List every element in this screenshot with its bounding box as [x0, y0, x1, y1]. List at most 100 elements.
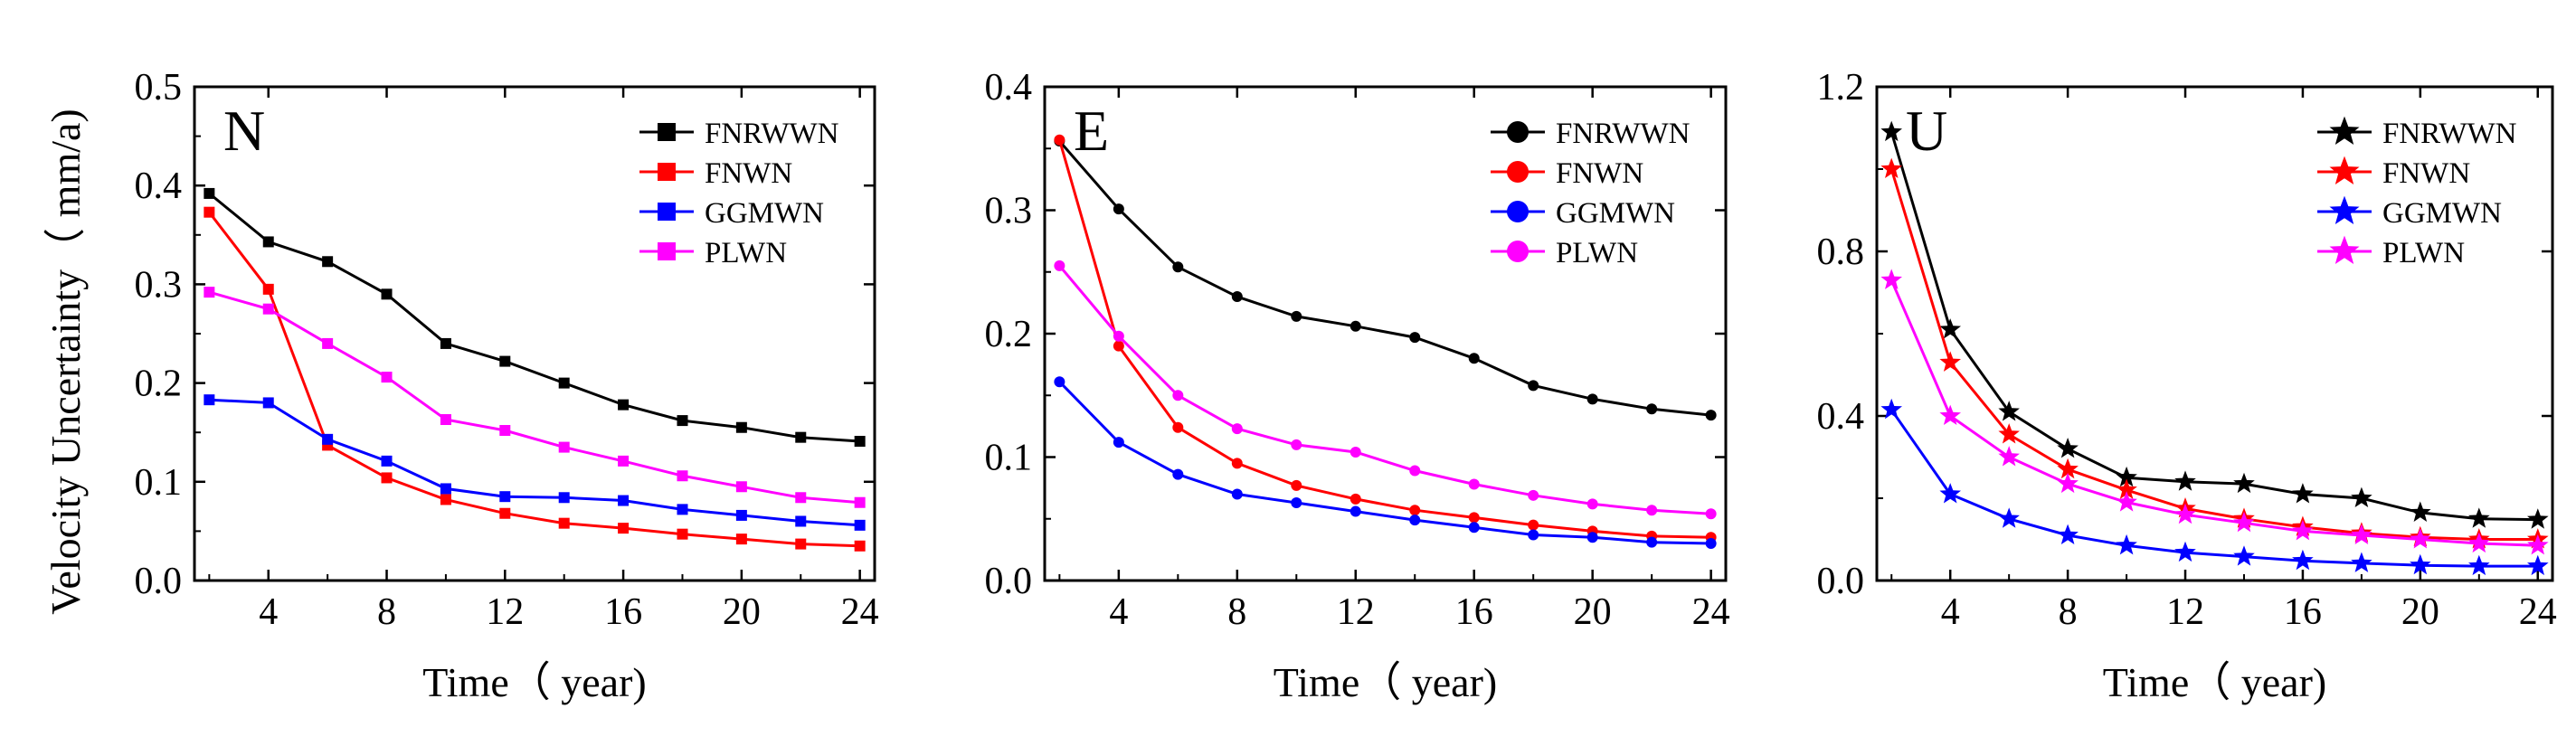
data-point: [1172, 261, 1184, 273]
data-point: [2351, 524, 2372, 544]
legend: FNRWWN FNWN GGMWN PLWN: [1491, 118, 1690, 269]
data-point: [558, 441, 570, 453]
y-tick-label: 0.0: [1817, 561, 1865, 602]
legend-marker: [1507, 241, 1529, 262]
data-point: [1172, 468, 1184, 480]
data-point: [1113, 203, 1124, 215]
data-point: [558, 377, 570, 389]
data-point: [1409, 332, 1421, 344]
data-point: [322, 337, 334, 349]
panel-letter: U: [1906, 99, 1947, 163]
data-point: [558, 517, 570, 529]
legend-label: GGMWN: [2382, 197, 2502, 230]
x-tick-label: 24: [1692, 591, 1730, 633]
data-point: [204, 394, 215, 406]
data-point: [2351, 552, 2372, 572]
y-tick-label: 0.2: [985, 314, 1033, 355]
data-point: [2292, 549, 2314, 571]
data-point: [2233, 472, 2255, 494]
data-point: [381, 472, 393, 484]
data-point: [381, 372, 393, 383]
legend-label: FNWN: [1556, 157, 1643, 190]
data-point: [2057, 458, 2079, 479]
y-tick-label: 0.4: [1817, 396, 1865, 438]
data-point: [2468, 507, 2490, 528]
data-point: [2116, 491, 2137, 512]
x-axis-title: Time（ year): [1274, 659, 1497, 705]
x-tick-label: 12: [486, 591, 524, 633]
panel-u: 4 8 12 16 20 24 0.0 0.4 0.8 1.2 Time（ year) U FNRWWN…: [1817, 67, 2557, 705]
legend-marker: [2329, 116, 2360, 145]
series-ggmwn: [204, 394, 866, 531]
data-point: [1468, 353, 1480, 364]
series-line: [1889, 168, 2538, 541]
data-point: [558, 492, 570, 504]
data-point: [1586, 498, 1598, 510]
series-line: [1889, 279, 2538, 547]
data-point: [2116, 466, 2137, 487]
data-point: [1172, 390, 1184, 401]
data-point: [1939, 318, 1961, 339]
data-point: [677, 504, 688, 515]
legend: FNRWWN FNWN GGMWN PLWN: [639, 118, 839, 269]
data-point: [1528, 489, 1539, 501]
y-tick-label: 0.1: [135, 462, 183, 504]
y-tick-label: 0.3: [135, 264, 183, 306]
legend-label: FNWN: [2382, 157, 2470, 190]
x-axis-title: Time（ year): [2103, 659, 2326, 705]
data-point: [2174, 503, 2196, 524]
y-tick-label: 0.0: [985, 561, 1033, 602]
data-point: [618, 399, 630, 411]
data-point: [1231, 488, 1243, 500]
data-point: [440, 483, 451, 495]
series-plwn: [204, 287, 866, 508]
legend-label: PLWN: [705, 237, 787, 269]
data-point: [1528, 519, 1539, 531]
data-point: [1231, 458, 1243, 469]
y-tick-label: 0.4: [135, 165, 183, 207]
data-point: [735, 509, 747, 521]
x-tick-label: 8: [377, 591, 396, 633]
data-point: [1998, 423, 2020, 444]
data-point: [1586, 393, 1598, 405]
x-tick-label: 8: [2059, 591, 2078, 633]
data-point: [2057, 472, 2079, 494]
legend-marker: [658, 123, 676, 141]
data-point: [2410, 501, 2431, 522]
data-point: [1646, 536, 1658, 548]
data-point: [1409, 505, 1421, 516]
legend-label: FNRWWN: [1556, 118, 1690, 150]
y-tick-label: 0.2: [135, 364, 183, 405]
legend-label: GGMWN: [1556, 197, 1675, 230]
data-point: [1939, 404, 1961, 425]
data-point: [440, 494, 451, 505]
data-point: [618, 455, 630, 467]
y-tick-label: 0.5: [135, 67, 183, 109]
data-point: [1350, 447, 1361, 458]
data-point: [1291, 439, 1302, 450]
data-point: [1528, 380, 1539, 392]
x-tick-label: 16: [604, 591, 642, 633]
data-point: [854, 519, 866, 531]
data-point: [1939, 351, 1961, 372]
data-point: [381, 288, 393, 300]
data-point: [1880, 157, 1902, 178]
data-point: [1113, 330, 1124, 342]
series-line: [209, 398, 860, 527]
data-point: [2057, 438, 2079, 458]
legend-marker: [1507, 161, 1529, 183]
data-point: [677, 415, 688, 427]
series-ggmwn: [1054, 376, 1717, 550]
data-point: [1172, 421, 1184, 433]
data-point: [2174, 470, 2196, 491]
data-point: [1468, 478, 1480, 490]
series-fnwn: [204, 206, 866, 552]
y-tick-label: 0.0: [135, 561, 183, 602]
data-point: [1231, 291, 1243, 303]
data-point: [1291, 479, 1302, 491]
legend-marker: [2329, 235, 2360, 264]
x-tick-label: 16: [2284, 591, 2322, 633]
data-point: [1113, 437, 1124, 449]
data-point: [440, 337, 451, 349]
data-point: [735, 534, 747, 545]
